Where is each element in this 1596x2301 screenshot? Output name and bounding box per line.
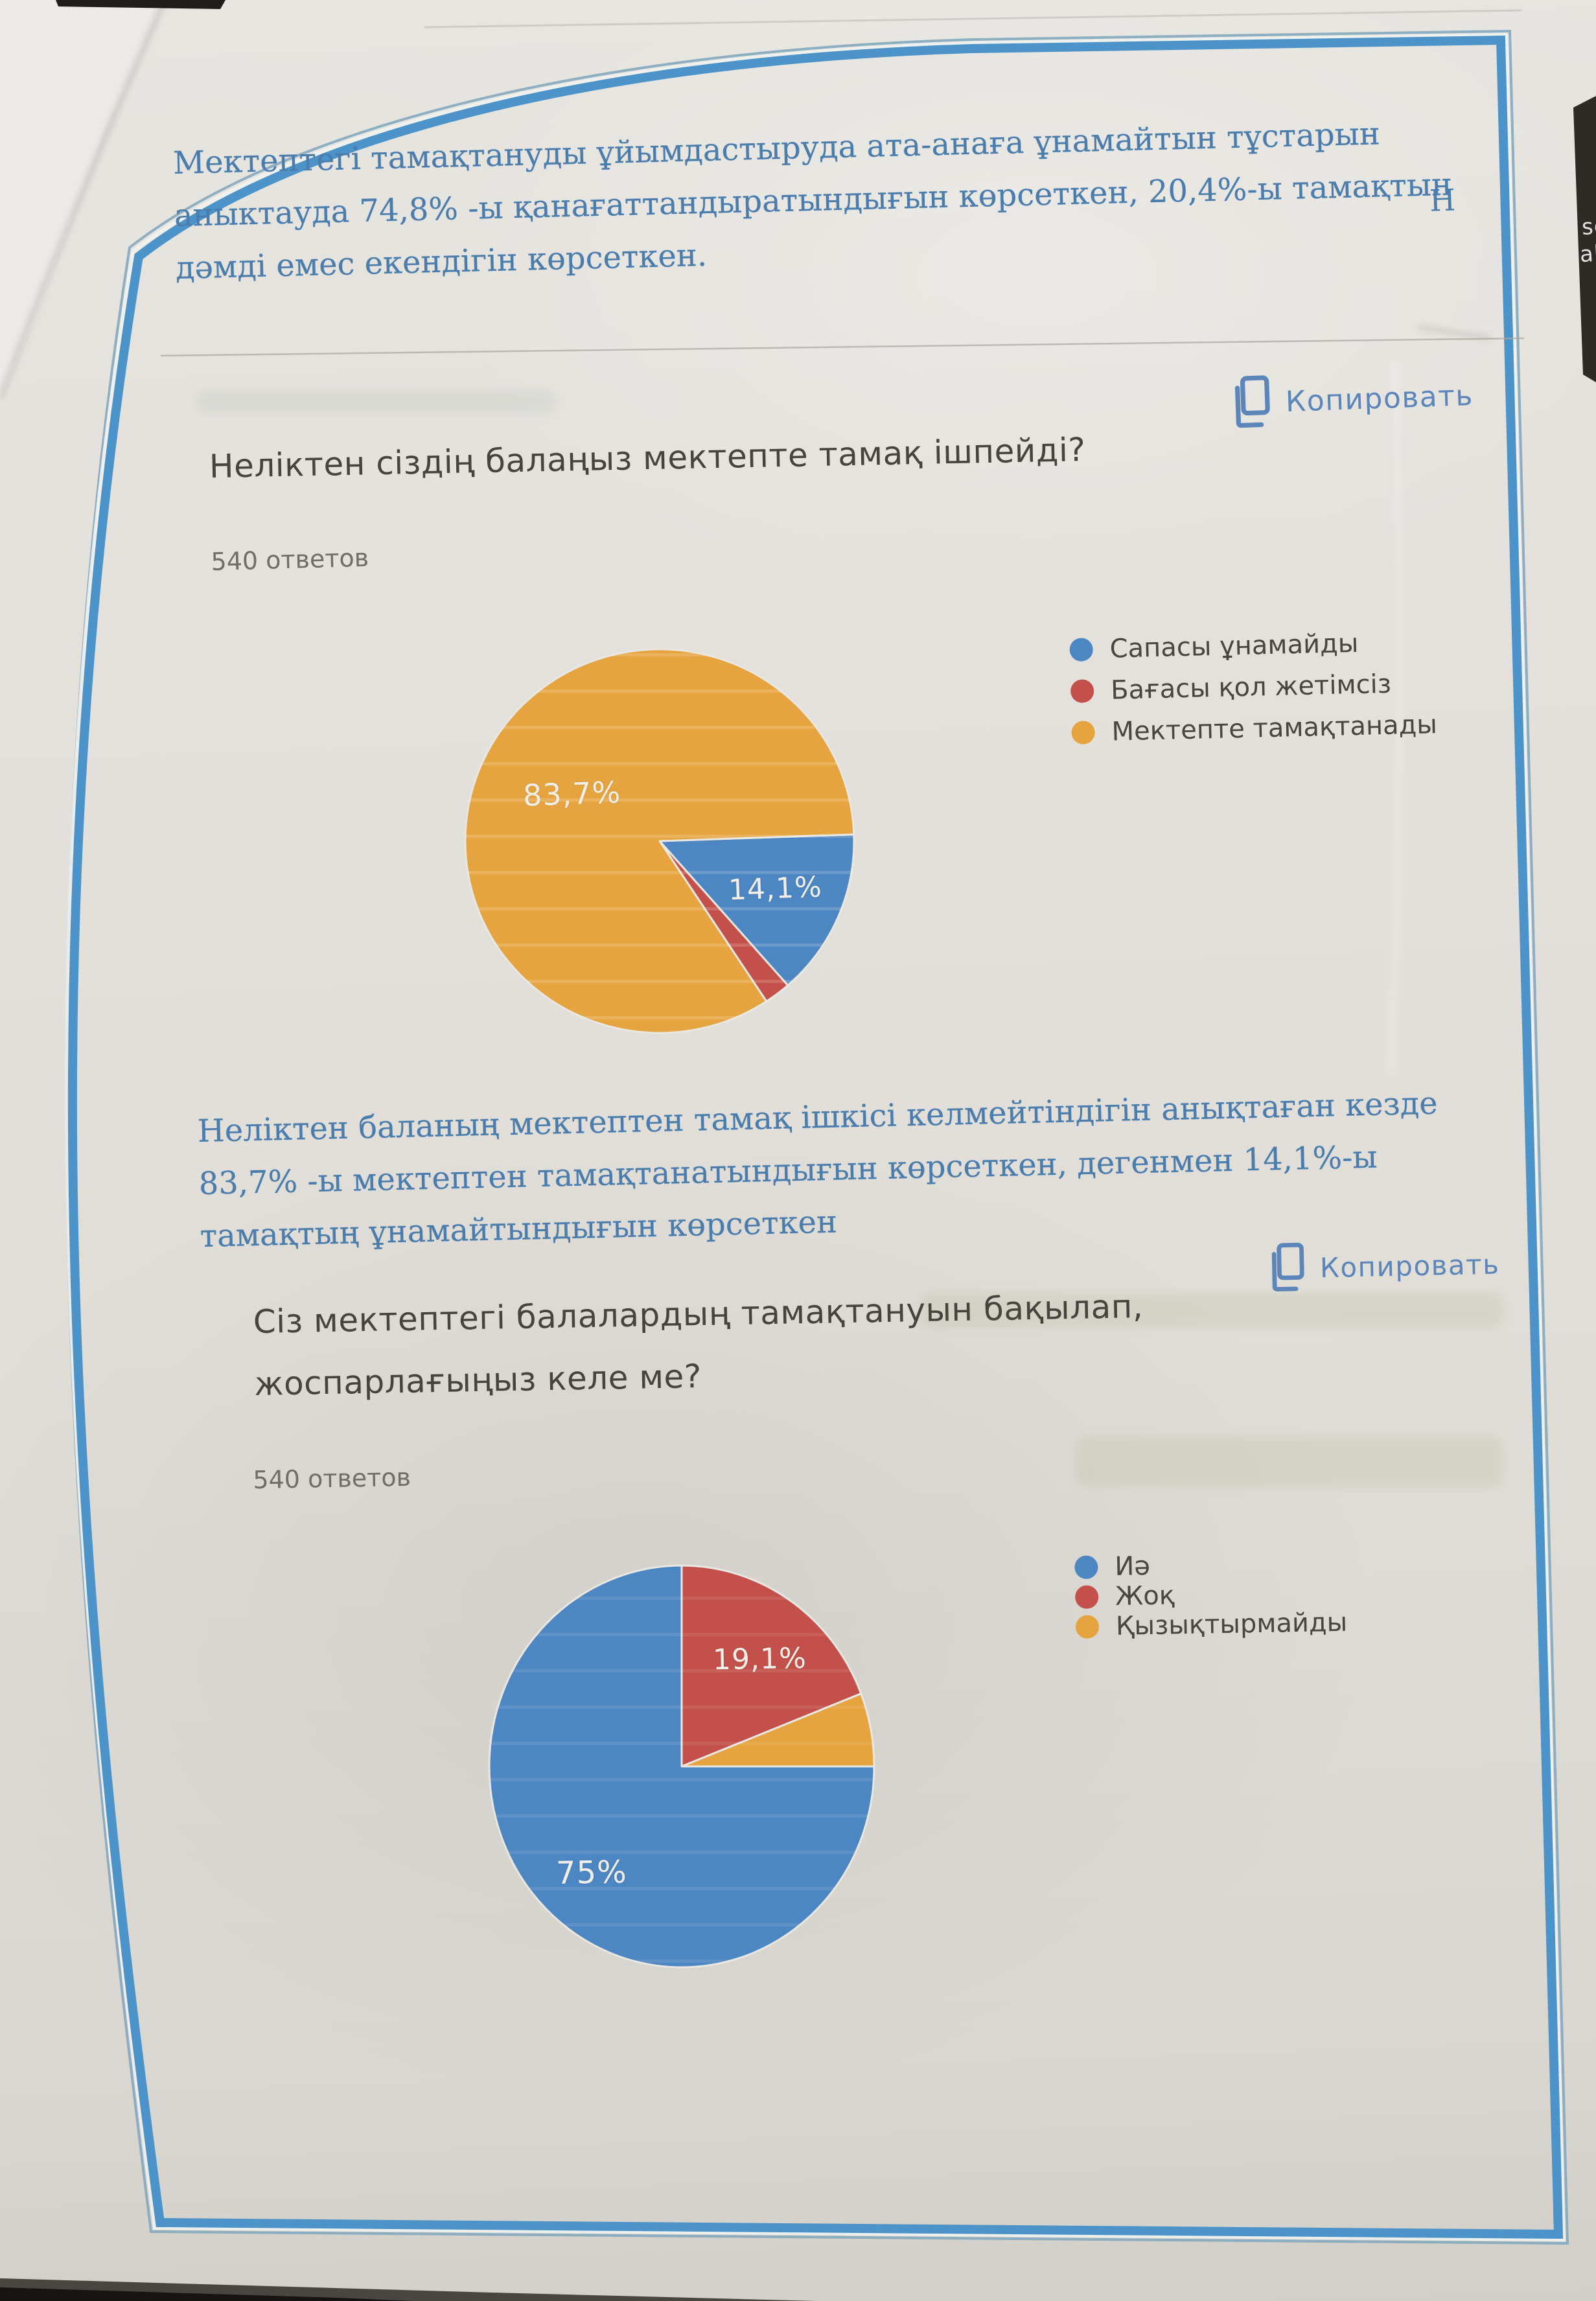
- legend-label: Сапасы ұнамайды: [1109, 628, 1359, 664]
- copy-icon: [1271, 1242, 1304, 1291]
- legend-item: Жоқ: [1074, 1578, 1347, 1612]
- legend-label: Жоқ: [1115, 1580, 1175, 1612]
- copy-icon: [1234, 375, 1270, 428]
- bleed-through-smudge: [194, 389, 557, 415]
- analysis-paragraph: Неліктен баланың мектептен тамақ ішкісі …: [197, 1078, 1440, 1263]
- pie-1-legend: Сапасы ұнамайды Бағасы қол жетімсіз Мект…: [1069, 621, 1438, 754]
- pie-chart-1: [464, 648, 855, 1034]
- question-2-response-count: 540 ответов: [253, 1463, 411, 1494]
- legend-label: Бағасы қол жетімсіз: [1110, 669, 1392, 706]
- legend-item: Мектепте тамақтанады: [1071, 704, 1438, 754]
- legend-dot-blue: [1069, 638, 1094, 662]
- page-border-thick-band: [67, 35, 1564, 2239]
- legend-dot-orange: [1075, 1615, 1100, 1639]
- background-object-text: se: [1580, 213, 1596, 241]
- pie-1-label-orange: 83,7%: [522, 774, 622, 813]
- print-scanline-texture: [489, 1566, 874, 1967]
- pie-2-label-red: 19,1%: [712, 1641, 807, 1677]
- copy-button-label: Копировать: [1319, 1247, 1500, 1284]
- table-surface-top-right: [1573, 96, 1596, 382]
- curled-page-corner: [0, 0, 165, 400]
- intro-paragraph: Мектептегі тамақтануды ұйымдастыруда ата…: [172, 106, 1453, 295]
- legend-label: Иә: [1114, 1551, 1151, 1582]
- legend-dot-blue: [1074, 1555, 1098, 1579]
- bleed-through-smudge: [920, 1293, 1503, 1328]
- copy-button-1[interactable]: Копировать: [1229, 367, 1474, 432]
- background-object-text: ak: [1579, 240, 1596, 268]
- bleed-through-smudge: [1076, 1435, 1503, 1487]
- legend-label: Қызықтырмайды: [1115, 1607, 1348, 1641]
- paper-edge-line: [424, 9, 1522, 29]
- pie-chart-2: [488, 1564, 875, 1969]
- stray-printed-letter: Н: [1429, 182, 1457, 218]
- copy-button-2[interactable]: Копировать: [1266, 1238, 1500, 1295]
- legend-label: Мектепте тамақтанады: [1111, 710, 1438, 747]
- legend-dot-red: [1070, 679, 1094, 703]
- table-surface-bottom-dark: [0, 2287, 415, 2301]
- table-surface-top-strip: [56, 0, 226, 9]
- legend-item: Иә: [1074, 1548, 1347, 1582]
- copy-button-label: Копировать: [1285, 378, 1474, 419]
- print-scanline-texture: [465, 649, 854, 1033]
- question-2-title: Сіз мектептегі балалардың тамақтануын ба…: [253, 1275, 1145, 1415]
- pie-2-legend: Иә Жоқ Қызықтырмайды: [1074, 1548, 1348, 1641]
- question-1-response-count: 540 ответов: [211, 543, 369, 576]
- legend-item: Қызықтырмайды: [1075, 1607, 1348, 1642]
- pie-2-label-blue: 75%: [555, 1854, 628, 1891]
- legend-dot-red: [1074, 1585, 1099, 1609]
- paper-crease: [1389, 326, 1491, 1076]
- pie-1-label-blue: 14,1%: [728, 870, 823, 907]
- page-border-gap-stripe: [65, 32, 1566, 2242]
- curled-page-shadow: [0, 0, 167, 400]
- section-divider-line: [160, 337, 1525, 357]
- legend-dot-orange: [1071, 721, 1096, 745]
